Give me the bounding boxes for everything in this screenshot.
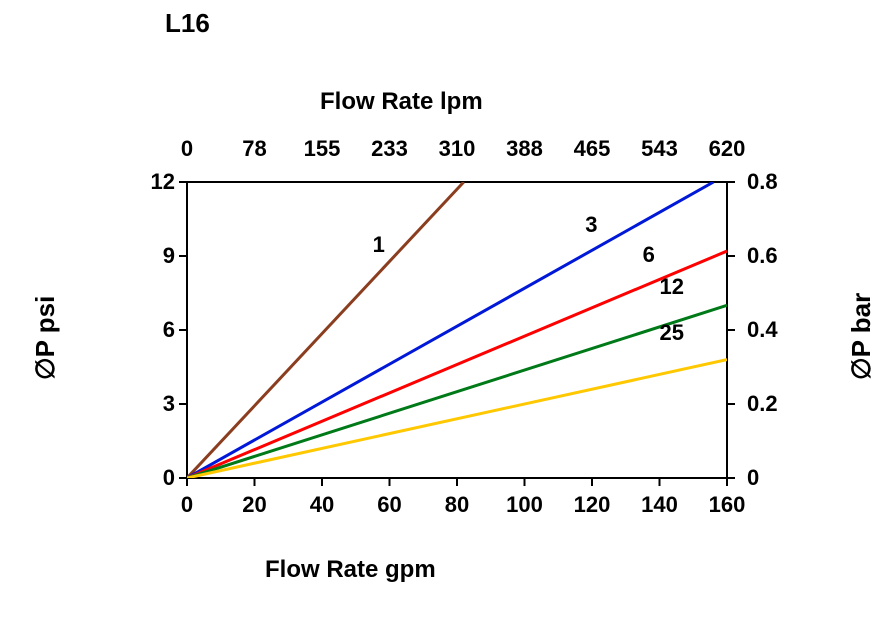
x-bottom-tick-label: 140 [630,492,690,518]
x-bottom-tick-label: 0 [157,492,217,518]
x-top-tick-label: 388 [490,136,560,162]
y-right-tick-label: 0.4 [747,317,778,343]
series-line-3 [187,182,714,478]
x-top-tick-label: 155 [287,136,357,162]
series-line-25 [187,360,727,478]
x-top-tick-label: 233 [355,136,425,162]
series-label-6: 6 [643,242,655,268]
y-right-tick-label: 0.6 [747,243,778,269]
series-line-6 [187,251,727,478]
chart-page: { "chart": { "type": "line", "title": "L… [0,0,891,622]
x-bottom-tick-label: 60 [360,492,420,518]
y-right-tick-label: 0.2 [747,391,778,417]
series-label-1: 1 [373,232,385,258]
y-left-tick-label: 9 [125,243,175,269]
plot-area [0,0,891,622]
x-top-tick-label: 0 [152,136,222,162]
x-top-tick-label: 78 [220,136,290,162]
x-bottom-tick-label: 160 [697,492,757,518]
x-bottom-tick-label: 120 [562,492,622,518]
series-label-12: 12 [660,274,684,300]
series-label-3: 3 [585,212,597,238]
x-bottom-tick-label: 100 [495,492,555,518]
y-left-tick-label: 12 [125,169,175,195]
x-bottom-tick-label: 20 [225,492,285,518]
x-top-tick-label: 465 [557,136,627,162]
y-right-tick-label: 0.8 [747,169,778,195]
y-left-tick-label: 6 [125,317,175,343]
x-top-tick-label: 310 [422,136,492,162]
series-label-25: 25 [660,320,684,346]
y-right-tick-label: 0 [747,465,759,491]
x-top-tick-label: 620 [692,136,762,162]
y-left-tick-label: 0 [125,465,175,491]
x-bottom-tick-label: 40 [292,492,352,518]
x-bottom-tick-label: 80 [427,492,487,518]
x-top-tick-label: 543 [625,136,695,162]
y-left-tick-label: 3 [125,391,175,417]
